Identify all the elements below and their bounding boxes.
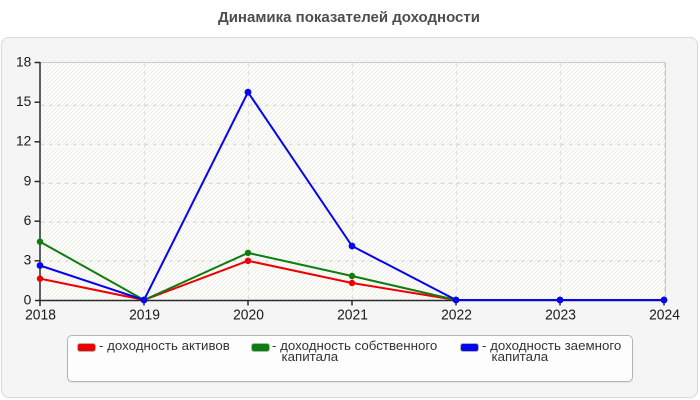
svg-text:2018: 2018 [25, 308, 56, 324]
svg-text:6: 6 [24, 213, 32, 228]
svg-text:2019: 2019 [129, 308, 160, 324]
svg-text:2021: 2021 [337, 308, 368, 324]
svg-text:9: 9 [24, 173, 32, 188]
svg-text:2024: 2024 [649, 308, 680, 324]
svg-text:18: 18 [16, 54, 32, 69]
svg-text:3: 3 [24, 253, 32, 268]
svg-text:15: 15 [16, 94, 32, 109]
svg-text:0: 0 [24, 292, 32, 307]
svg-text:2023: 2023 [545, 308, 576, 324]
svg-text:2020: 2020 [233, 308, 264, 324]
svg-text:2022: 2022 [441, 308, 472, 324]
svg-text:12: 12 [16, 134, 31, 149]
